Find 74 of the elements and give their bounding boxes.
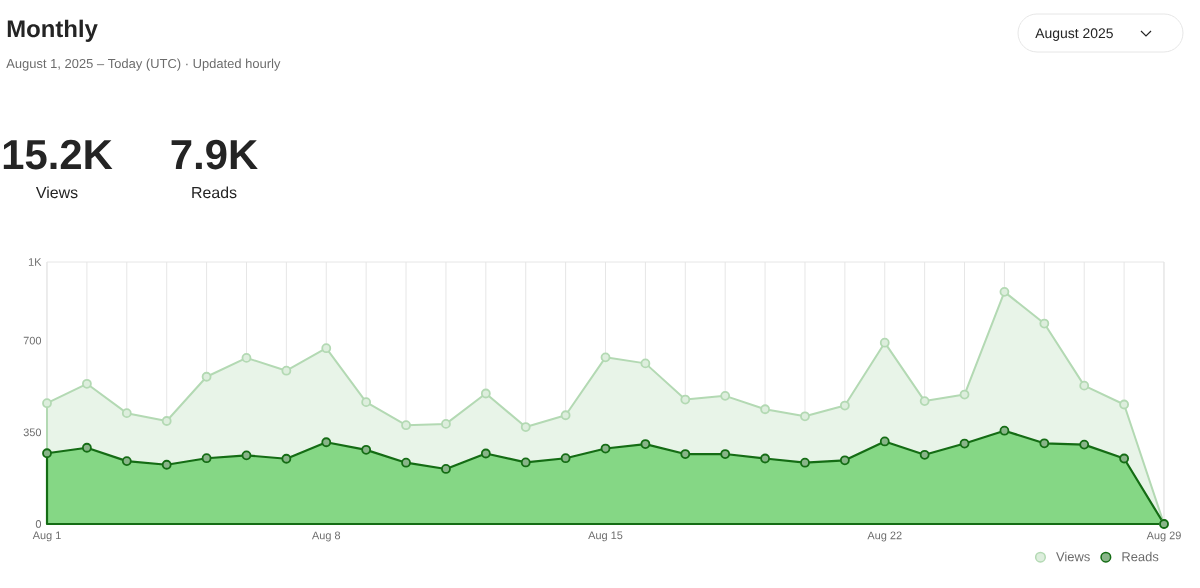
point <box>720 390 731 401</box>
point <box>560 410 571 421</box>
point <box>640 439 651 449</box>
point <box>959 438 970 449</box>
point <box>520 422 531 432</box>
point <box>720 449 731 459</box>
point <box>600 352 611 363</box>
x-tick-label: Aug 15 <box>588 531 623 542</box>
text: Views <box>35 186 78 199</box>
y-tick-label: 350 <box>23 428 42 437</box>
chart-title: Monthly <box>7 19 98 42</box>
y-tick-label: 700 <box>23 336 42 345</box>
point <box>919 396 930 407</box>
point <box>919 449 930 460</box>
text: 7.9K <box>171 139 258 170</box>
y-tick-label: 1K <box>28 258 42 266</box>
point <box>640 358 651 369</box>
y-tick-label: 0 <box>35 520 42 528</box>
point <box>1039 438 1050 449</box>
point <box>361 397 372 408</box>
point <box>999 425 1010 436</box>
point <box>82 378 92 389</box>
point <box>480 448 491 459</box>
point <box>680 394 691 405</box>
point <box>401 420 411 431</box>
point <box>281 365 292 376</box>
point <box>42 448 52 459</box>
x-tick-label: Aug 22 <box>867 531 902 542</box>
point <box>879 436 890 447</box>
point <box>121 408 132 419</box>
point <box>480 388 491 399</box>
chart-subtitle: August 1, 2025 – Today (UTC) · Updated hourly <box>6 58 281 71</box>
x-tick-label: Aug 1 <box>32 531 61 542</box>
point <box>1119 453 1130 464</box>
point <box>321 437 332 448</box>
point <box>800 457 810 468</box>
legend-label: Reads <box>1122 551 1159 562</box>
point <box>42 398 52 409</box>
point <box>281 453 292 464</box>
point <box>201 453 212 464</box>
point <box>82 442 92 453</box>
point <box>839 455 850 466</box>
point <box>680 449 691 459</box>
text: August 2025 <box>1035 28 1113 41</box>
point <box>241 450 252 461</box>
point <box>201 371 212 382</box>
point <box>161 416 172 426</box>
point <box>600 443 611 454</box>
x-tick-label: Aug 8 <box>311 531 341 542</box>
point <box>520 457 531 468</box>
point <box>441 419 451 429</box>
point <box>241 352 252 363</box>
legend-label: Views <box>1056 551 1090 562</box>
point <box>1079 380 1090 391</box>
point <box>1079 439 1090 450</box>
point <box>959 389 970 400</box>
point <box>760 453 770 464</box>
point <box>441 464 451 474</box>
point <box>1039 318 1050 329</box>
point <box>839 400 850 411</box>
point <box>800 411 810 422</box>
point <box>560 453 571 464</box>
point <box>879 337 890 348</box>
point <box>760 404 770 415</box>
x-tick-label: Aug 29 <box>1146 531 1181 542</box>
text: 15.2K <box>3 139 113 170</box>
point <box>1119 399 1130 410</box>
point <box>401 457 411 468</box>
text: Reads <box>192 186 237 199</box>
point <box>361 444 372 455</box>
point <box>161 459 172 470</box>
point <box>121 456 132 466</box>
point <box>321 343 332 354</box>
point <box>999 286 1010 297</box>
